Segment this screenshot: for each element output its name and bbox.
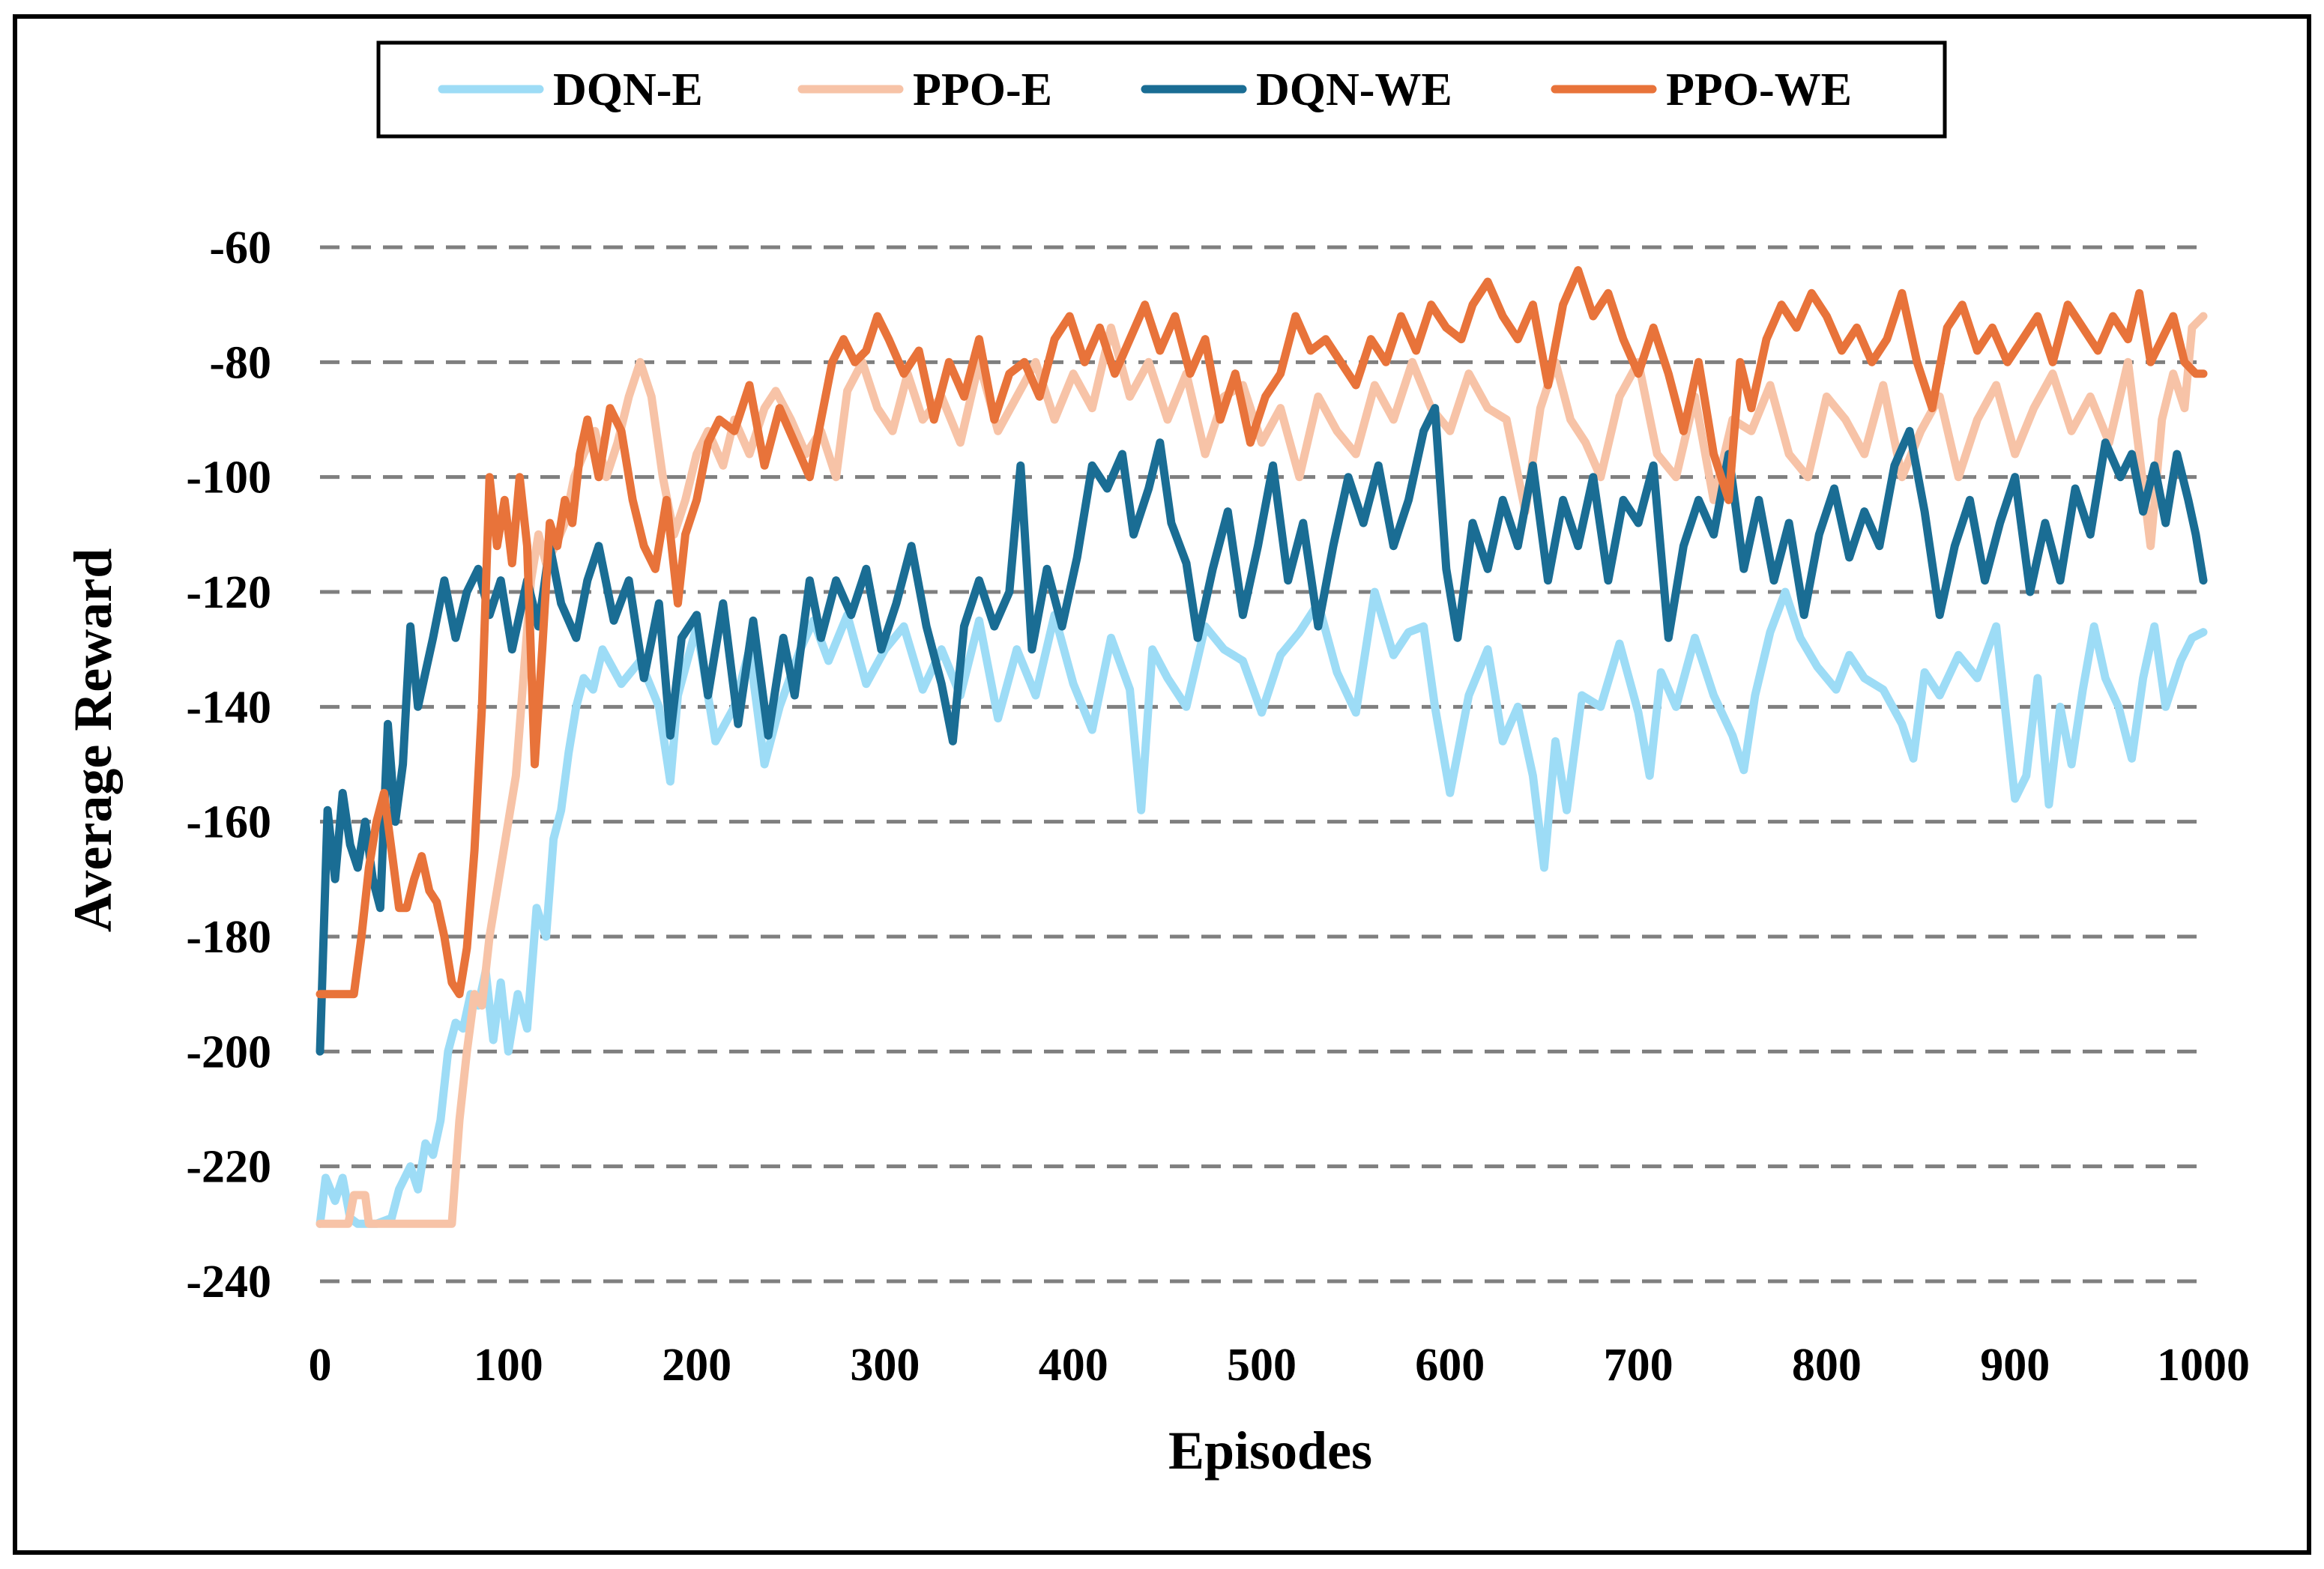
legend-label-dqn-we: DQN-WE — [1256, 64, 1452, 115]
y-tick-label: -160 — [186, 797, 271, 848]
x-tick-label: 100 — [474, 1340, 543, 1391]
legend-label-dqn-e: DQN-E — [553, 64, 703, 115]
legend-label-ppo-e: PPO-E — [913, 64, 1052, 115]
x-axis-title: Episodes — [1168, 1421, 1372, 1481]
x-tick-label: 600 — [1415, 1340, 1485, 1391]
y-tick-label: -60 — [209, 223, 271, 273]
y-tick-label: -140 — [186, 682, 271, 733]
y-tick-label: -120 — [186, 567, 271, 618]
legend-label-ppo-we: PPO-WE — [1666, 64, 1852, 115]
y-tick-label: -80 — [209, 337, 271, 388]
series-layer — [316, 266, 2208, 1228]
x-tick-label: 400 — [1039, 1340, 1108, 1391]
x-axis-ticks: 0 100 200 300 400 500 600 700 800 900 1000 — [309, 1340, 2251, 1391]
y-axis-title: Average Reward — [63, 548, 123, 932]
x-tick-label: 800 — [1792, 1340, 1862, 1391]
x-tick-label: 500 — [1227, 1340, 1297, 1391]
y-axis-ticks: -60 -80 -100 -120 -140 -160 -180 -200 -220 -240 — [186, 223, 271, 1308]
x-tick-label: 200 — [662, 1340, 731, 1391]
series-line-dqn-e — [316, 587, 2208, 1228]
series-line-dqn-we — [316, 404, 2208, 1056]
x-tick-label: 1000 — [2157, 1340, 2250, 1391]
y-tick-label: -200 — [186, 1027, 271, 1077]
x-tick-label: 900 — [1980, 1340, 2050, 1391]
x-tick-label: 300 — [850, 1340, 920, 1391]
x-tick-label: 0 — [309, 1340, 332, 1391]
y-tick-label: -100 — [186, 453, 271, 504]
x-tick-label: 700 — [1604, 1340, 1673, 1391]
y-tick-label: -240 — [186, 1257, 271, 1308]
y-tick-label: -220 — [186, 1142, 271, 1193]
y-tick-label: -180 — [186, 912, 271, 963]
series-line-ppo-we — [316, 266, 2208, 999]
legend: DQN-E PPO-E DQN-WE PPO-WE — [376, 40, 1947, 139]
